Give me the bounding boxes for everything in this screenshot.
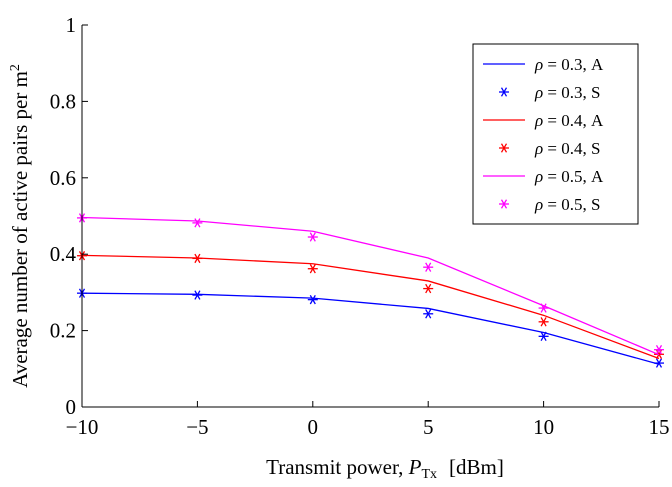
legend-swatch-marker xyxy=(499,87,509,97)
legend-label: ρ = 0.4, A xyxy=(534,111,604,130)
y-tick-label: 0.8 xyxy=(50,89,76,113)
data-point xyxy=(538,303,549,313)
y-axis-title: Average number of active pairs per m2 xyxy=(8,64,32,388)
data-point xyxy=(307,294,318,305)
series-line-2 xyxy=(81,254,660,360)
legend-label: ρ = 0.5, S xyxy=(534,195,600,214)
data-point xyxy=(423,309,434,319)
data-point xyxy=(423,262,434,272)
data-point xyxy=(538,331,549,342)
legend-swatch-marker xyxy=(499,199,509,209)
x-axis-title: Transmit power, PTx [dBm] xyxy=(266,455,504,482)
y-tick-label: 1 xyxy=(66,13,77,37)
y-tick-label: 0 xyxy=(66,395,77,419)
data-point xyxy=(538,317,549,327)
y-tick-label: 0.2 xyxy=(50,319,76,343)
data-point xyxy=(423,283,434,294)
data-point xyxy=(192,218,203,228)
legend-label: ρ = 0.3, A xyxy=(534,55,604,74)
legend-box xyxy=(472,43,639,225)
legend-swatch-marker xyxy=(499,143,509,153)
data-point xyxy=(307,232,318,242)
data-point xyxy=(307,264,318,274)
x-tick-label: 10 xyxy=(533,415,554,439)
data-point xyxy=(192,253,203,264)
plot-area xyxy=(77,213,664,368)
data-point xyxy=(654,358,664,368)
legend-label: ρ = 0.4, S xyxy=(534,139,600,158)
x-tick-label: 0 xyxy=(308,415,319,439)
series-line-0 xyxy=(81,292,660,365)
data-point xyxy=(654,345,664,355)
legend: ρ = 0.3, A ρ = 0.3, S ρ = 0.4, A ρ = 0.4, S… xyxy=(472,43,639,225)
x-tick-label: 15 xyxy=(649,415,670,439)
x-tick-label: −10 xyxy=(66,415,99,439)
y-tick-label: 0.6 xyxy=(50,166,76,190)
y-tick-label: 0.4 xyxy=(50,242,77,266)
ticks: −10 −5 0 5 10 15 0 0.2 0.4 0.6 0.8 1 xyxy=(50,13,670,439)
x-tick-label: −5 xyxy=(186,415,208,439)
axes xyxy=(81,25,659,408)
legend-label: ρ = 0.5, A xyxy=(534,167,604,186)
legend-label: ρ = 0.3, S xyxy=(534,83,600,102)
x-tick-label: 5 xyxy=(423,415,434,439)
data-point xyxy=(192,290,203,300)
series-line-4 xyxy=(81,216,660,356)
